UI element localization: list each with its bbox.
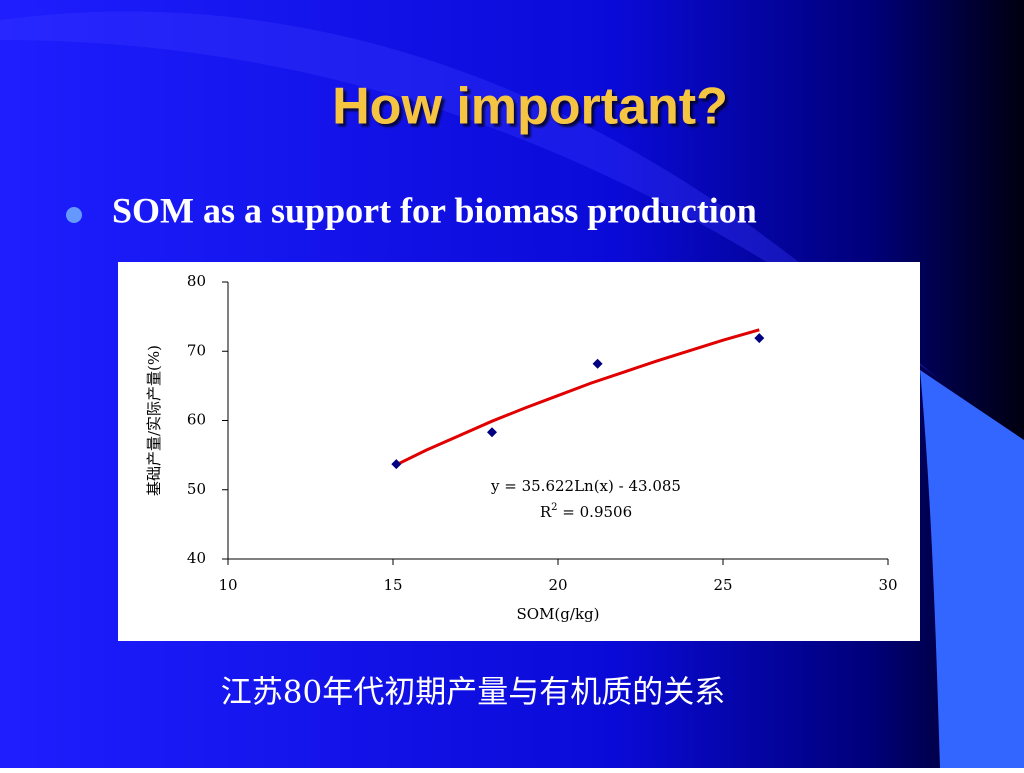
r-squared-part: = 0.9506 (558, 503, 633, 521)
equation: y = 35.622Ln(x) - 43.085 (490, 477, 681, 495)
r-squared: R2 = 0.9506 (540, 502, 632, 521)
r-squared-part: 2 (551, 502, 557, 513)
plot: 40 50 60 70 80 10 15 20 25 30 SOM(g/kg) 基础产量/实际产量(%… (145, 272, 898, 623)
x-tick-label: 15 (383, 576, 402, 594)
slide-title: How important? (332, 78, 728, 136)
y-tick-label: 50 (187, 480, 206, 498)
x-axis-label: SOM(g/kg) (517, 605, 600, 623)
y-tick-label: 70 (187, 341, 206, 359)
x-tick-label: 25 (713, 576, 732, 594)
point (592, 358, 603, 369)
bullet-dot (66, 207, 82, 223)
x-tick-label: 20 (548, 576, 567, 594)
y-tick-label: 60 (187, 411, 206, 429)
y-tick-label: 80 (187, 272, 206, 290)
point (754, 333, 765, 344)
swoosh (0, 11, 940, 380)
y-axis-label: 基础产量/实际产量(%) (145, 345, 163, 496)
y-tick-label: 40 (187, 549, 206, 567)
bullet-text: SOM as a support for biomass production (112, 190, 757, 230)
swoosh-panel (920, 370, 1024, 768)
x-tick-label: 10 (218, 576, 237, 594)
caption: 江苏80年代初期产量与有机质的关系 (221, 675, 725, 711)
point (391, 459, 402, 470)
x-tick-label: 30 (878, 576, 897, 594)
chart-area (118, 262, 920, 641)
point (487, 427, 497, 438)
trendline (395, 328, 760, 467)
r-squared-part: R (540, 503, 552, 521)
